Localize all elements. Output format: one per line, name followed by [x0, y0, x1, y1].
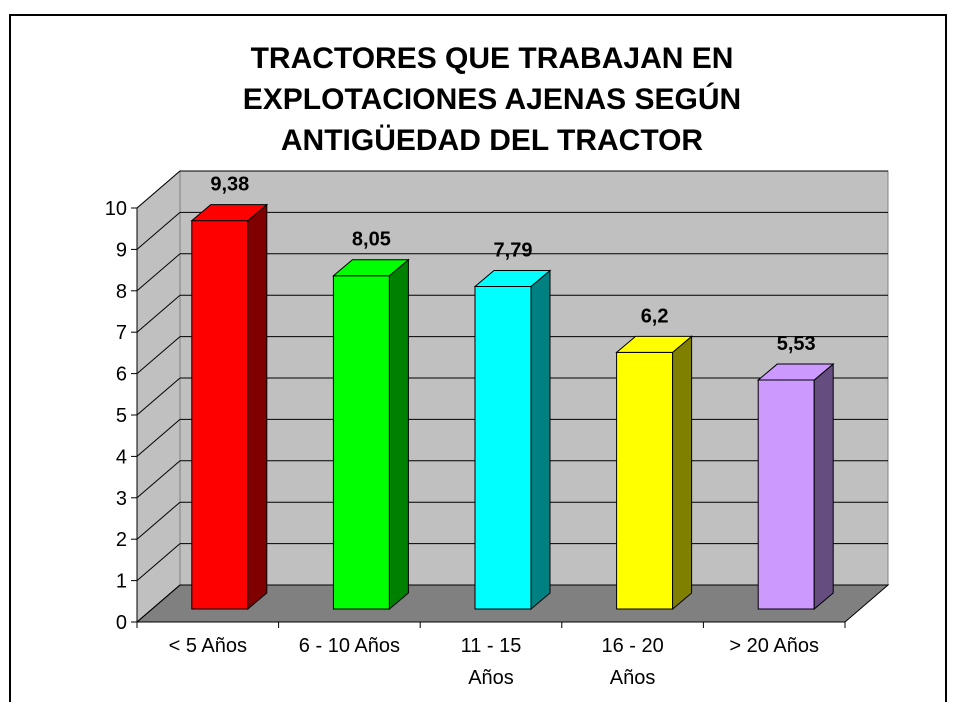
- bar-side: [530, 269, 551, 611]
- bar-side: [813, 362, 834, 611]
- chart-title: TRACTORES QUE TRABAJAN EN EXPLOTACIONES …: [242, 42, 742, 157]
- bar: [756, 362, 835, 611]
- y-tick-label: 0: [116, 612, 127, 634]
- bar-top: [756, 363, 835, 381]
- x-tick-label: > 20 Años: [729, 635, 819, 657]
- bar-top: [332, 259, 410, 277]
- bar-front: [191, 220, 249, 610]
- bar-top: [190, 204, 269, 222]
- y-tick-label: 7: [116, 322, 127, 344]
- grid-line: [136, 501, 181, 540]
- bar-front: [474, 285, 532, 610]
- x-tick-label: 6 - 10 Años: [298, 635, 400, 657]
- bar: [473, 269, 552, 611]
- grid-line: [136, 294, 181, 333]
- bar: [190, 203, 269, 611]
- grid-line: [136, 253, 181, 292]
- value-label: 5,53: [777, 333, 816, 355]
- x-tick-label: 16 - 20 Años: [601, 635, 664, 689]
- bar-front: [616, 351, 674, 610]
- grid-line: [136, 212, 181, 250]
- bar: [332, 258, 410, 611]
- y-tick-label: 4: [116, 446, 127, 468]
- x-tick-label: 11 - 15 Años: [460, 635, 522, 689]
- grid-line: [136, 336, 181, 374]
- grid-line: [136, 170, 181, 209]
- y-tick-label: 3: [116, 488, 127, 510]
- bar-top: [473, 269, 552, 287]
- bar-front: [332, 275, 390, 610]
- bar-top: [615, 335, 693, 353]
- y-tick-label: 8: [116, 281, 127, 303]
- y-tick-label: 5: [116, 405, 127, 427]
- y-tick-label: 1: [116, 571, 127, 593]
- value-label: 9,38: [210, 174, 249, 196]
- y-tick-label: 2: [116, 529, 127, 551]
- bar: [615, 335, 693, 611]
- bar-side: [672, 335, 693, 611]
- bar-side: [247, 203, 268, 611]
- y-tick-label: 9: [116, 239, 127, 261]
- y-tick-label: 6: [116, 364, 127, 386]
- value-label: 6,2: [641, 305, 669, 327]
- grid-line: [136, 377, 181, 416]
- x-tick-label: < 5 Años: [168, 635, 247, 657]
- grid-line: [136, 419, 181, 457]
- value-label: 8,05: [352, 229, 391, 251]
- chart-border: [9, 14, 947, 702]
- y-tick-label: 10: [105, 198, 127, 220]
- value-label: 7,79: [494, 239, 533, 261]
- bar-side: [388, 258, 409, 611]
- grid-line: [136, 584, 181, 623]
- grid-line: [136, 460, 181, 499]
- grid-line: [136, 543, 181, 581]
- bar-front: [757, 379, 815, 610]
